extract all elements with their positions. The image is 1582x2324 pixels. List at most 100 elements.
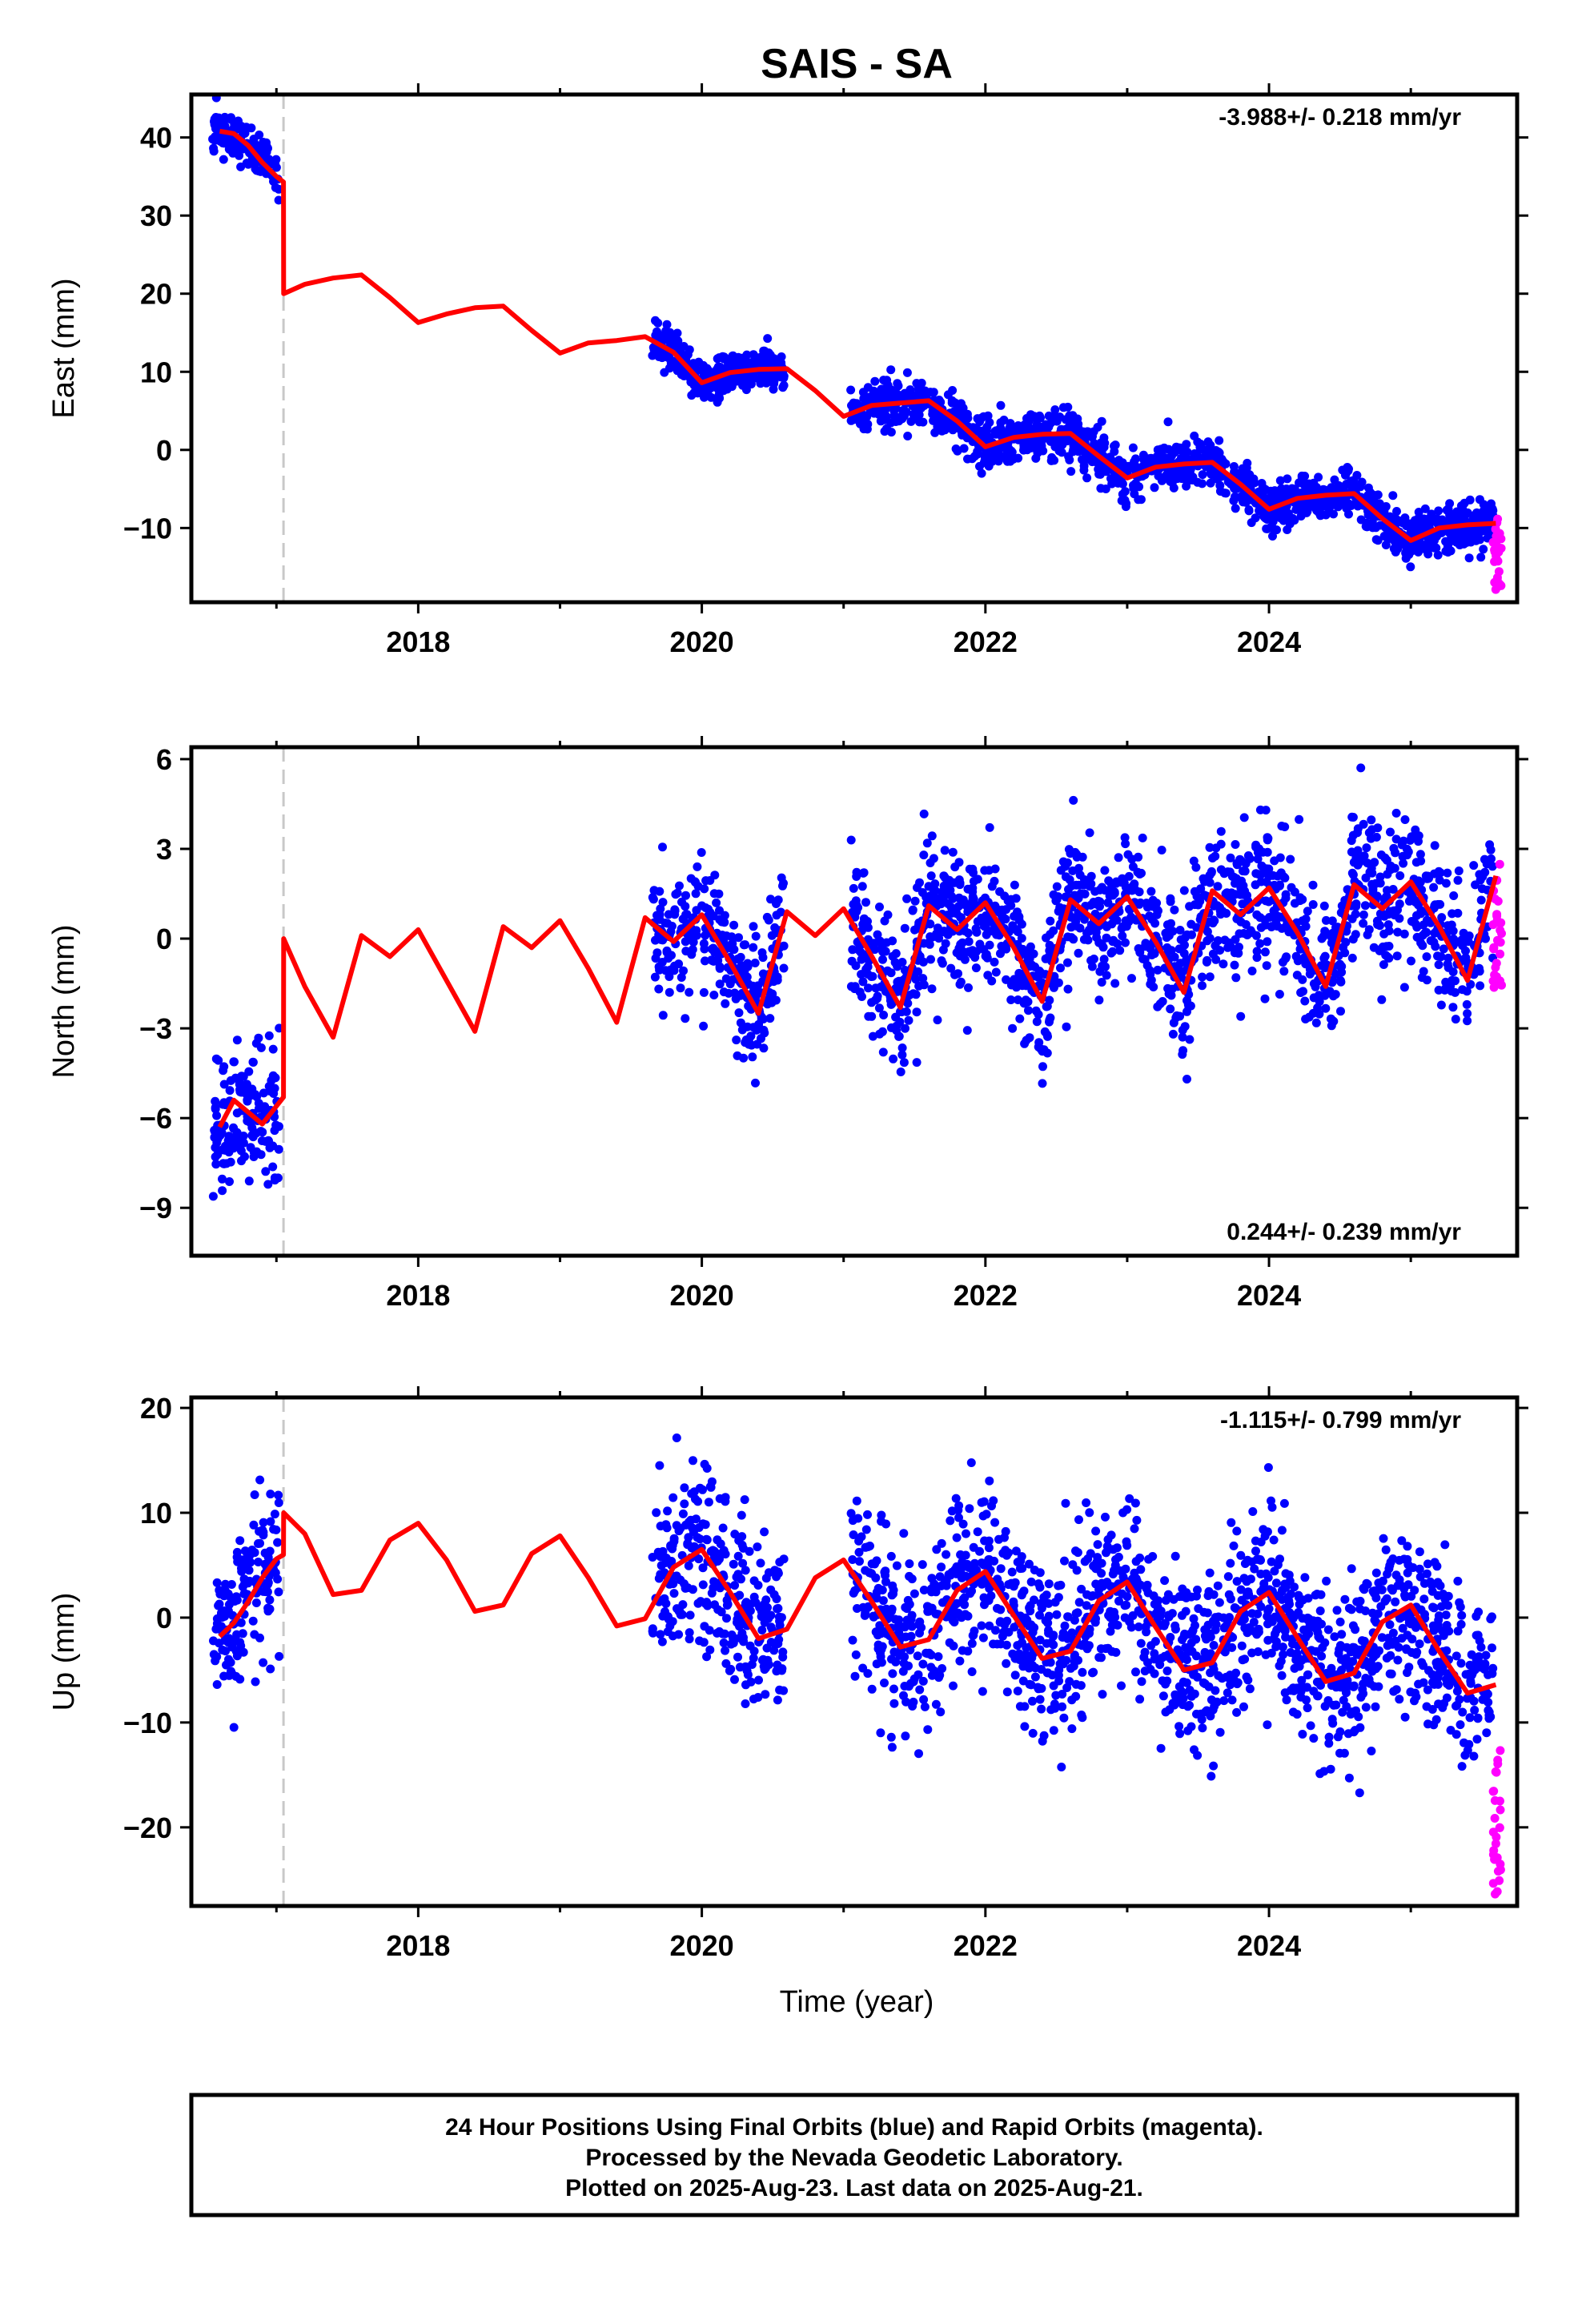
final-orbit-point (658, 842, 667, 852)
final-orbit-point (1034, 444, 1043, 454)
final-orbit-point (690, 877, 700, 887)
final-orbit-point (1136, 898, 1145, 907)
final-orbit-point (1169, 1018, 1178, 1027)
final-orbit-point (1409, 831, 1419, 841)
final-orbit-point (1268, 524, 1278, 533)
final-orbit-point (1458, 1707, 1468, 1717)
final-orbit-point (672, 1433, 681, 1442)
final-orbit-point (1368, 521, 1378, 531)
final-orbit-point (1359, 919, 1368, 928)
final-orbit-point (1328, 928, 1338, 938)
final-orbit-point (227, 113, 235, 123)
final-orbit-point (1426, 936, 1435, 946)
final-orbit-point (1230, 948, 1239, 958)
final-orbit-point (699, 939, 709, 948)
final-orbit-point (1277, 509, 1287, 518)
final-orbit-point (1110, 441, 1118, 451)
final-orbit-point (985, 822, 994, 832)
final-orbit-point (891, 1657, 901, 1667)
final-orbit-point (1180, 933, 1190, 943)
final-orbit-point (1300, 472, 1310, 480)
final-orbit-point (676, 983, 685, 993)
final-orbit-point (1321, 1003, 1331, 1013)
final-orbit-point (934, 411, 944, 420)
final-orbit-point (1430, 536, 1439, 545)
final-orbit-point (1062, 1022, 1071, 1031)
final-orbit-point (1451, 1015, 1460, 1024)
final-orbit-point (255, 1475, 265, 1485)
final-orbit-point (1447, 920, 1456, 930)
final-orbit-point (260, 1579, 270, 1589)
final-orbit-point (1386, 827, 1395, 837)
final-orbit-point (877, 384, 886, 394)
final-orbit-point (1079, 880, 1089, 890)
final-orbit-point (1479, 545, 1488, 554)
final-orbit-point (1046, 436, 1055, 446)
final-orbit-point (273, 1173, 283, 1183)
final-orbit-point (1243, 851, 1253, 860)
final-orbit-point (1226, 1558, 1235, 1568)
final-orbit-point (902, 894, 912, 903)
final-orbit-point (779, 1686, 789, 1695)
plot-area (208, 94, 1506, 602)
final-orbit-point (1280, 873, 1290, 883)
final-orbit-point (1322, 485, 1331, 495)
final-orbit-point (1328, 976, 1338, 986)
final-orbit-point (224, 1634, 234, 1643)
final-orbit-point (688, 945, 697, 955)
final-orbit-point (1383, 952, 1392, 962)
final-orbit-point (1020, 1722, 1030, 1731)
final-orbit-point (212, 125, 222, 135)
final-orbit-point (1065, 411, 1074, 420)
final-orbit-point (761, 1659, 770, 1669)
final-orbit-point (700, 1622, 709, 1631)
final-orbit-point (274, 1498, 283, 1507)
final-orbit-point (1006, 995, 1016, 1004)
final-orbit-point (1399, 836, 1408, 846)
final-orbit-point (919, 1586, 929, 1594)
final-orbit-point (1231, 840, 1240, 849)
final-orbit-point (1398, 851, 1407, 861)
final-orbit-point (676, 1575, 685, 1585)
velocity-annotation: 0.244+/- 0.239 mm/yr (1227, 1219, 1461, 1245)
final-orbit-point (1308, 900, 1318, 909)
final-orbit-point (221, 1579, 230, 1589)
final-orbit-point (1066, 467, 1076, 476)
final-orbit-point (1231, 504, 1240, 513)
final-orbit-point (705, 1482, 715, 1491)
final-orbit-point (250, 1490, 259, 1499)
final-orbit-point (211, 1160, 221, 1169)
final-orbit-point (1281, 954, 1291, 963)
final-orbit-point (887, 999, 897, 1008)
final-orbit-point (242, 1560, 251, 1570)
final-orbit-point (1366, 834, 1375, 843)
final-orbit-point (886, 428, 896, 437)
final-orbit-point (1290, 485, 1299, 494)
final-orbit-point (1178, 1584, 1187, 1594)
final-orbit-point (1262, 524, 1271, 533)
final-orbit-point (1417, 973, 1427, 983)
final-orbit-point (914, 417, 924, 427)
final-orbit-point (1329, 500, 1339, 509)
final-orbit-point (948, 847, 958, 857)
final-orbit-point (1198, 981, 1207, 991)
final-orbit-point (1122, 1592, 1132, 1602)
final-orbit-point (1147, 902, 1157, 911)
final-orbit-point (701, 1599, 710, 1608)
final-orbit-point (1026, 942, 1035, 951)
final-orbit-point (1015, 1014, 1025, 1023)
final-orbit-point (1355, 1788, 1364, 1798)
final-orbit-point (741, 1566, 750, 1575)
final-orbit-point (656, 904, 665, 914)
final-orbit-point (1022, 1035, 1031, 1045)
final-orbit-point (715, 963, 725, 973)
final-orbit-point (741, 1699, 750, 1708)
final-orbit-point (740, 377, 749, 387)
final-orbit-point (1198, 972, 1207, 982)
final-orbit-point (1068, 447, 1078, 456)
final-orbit-point (1429, 883, 1439, 892)
final-orbit-point (212, 1111, 222, 1120)
final-orbit-point (751, 931, 761, 941)
final-orbit-point (1163, 946, 1173, 955)
final-orbit-point (662, 320, 672, 329)
